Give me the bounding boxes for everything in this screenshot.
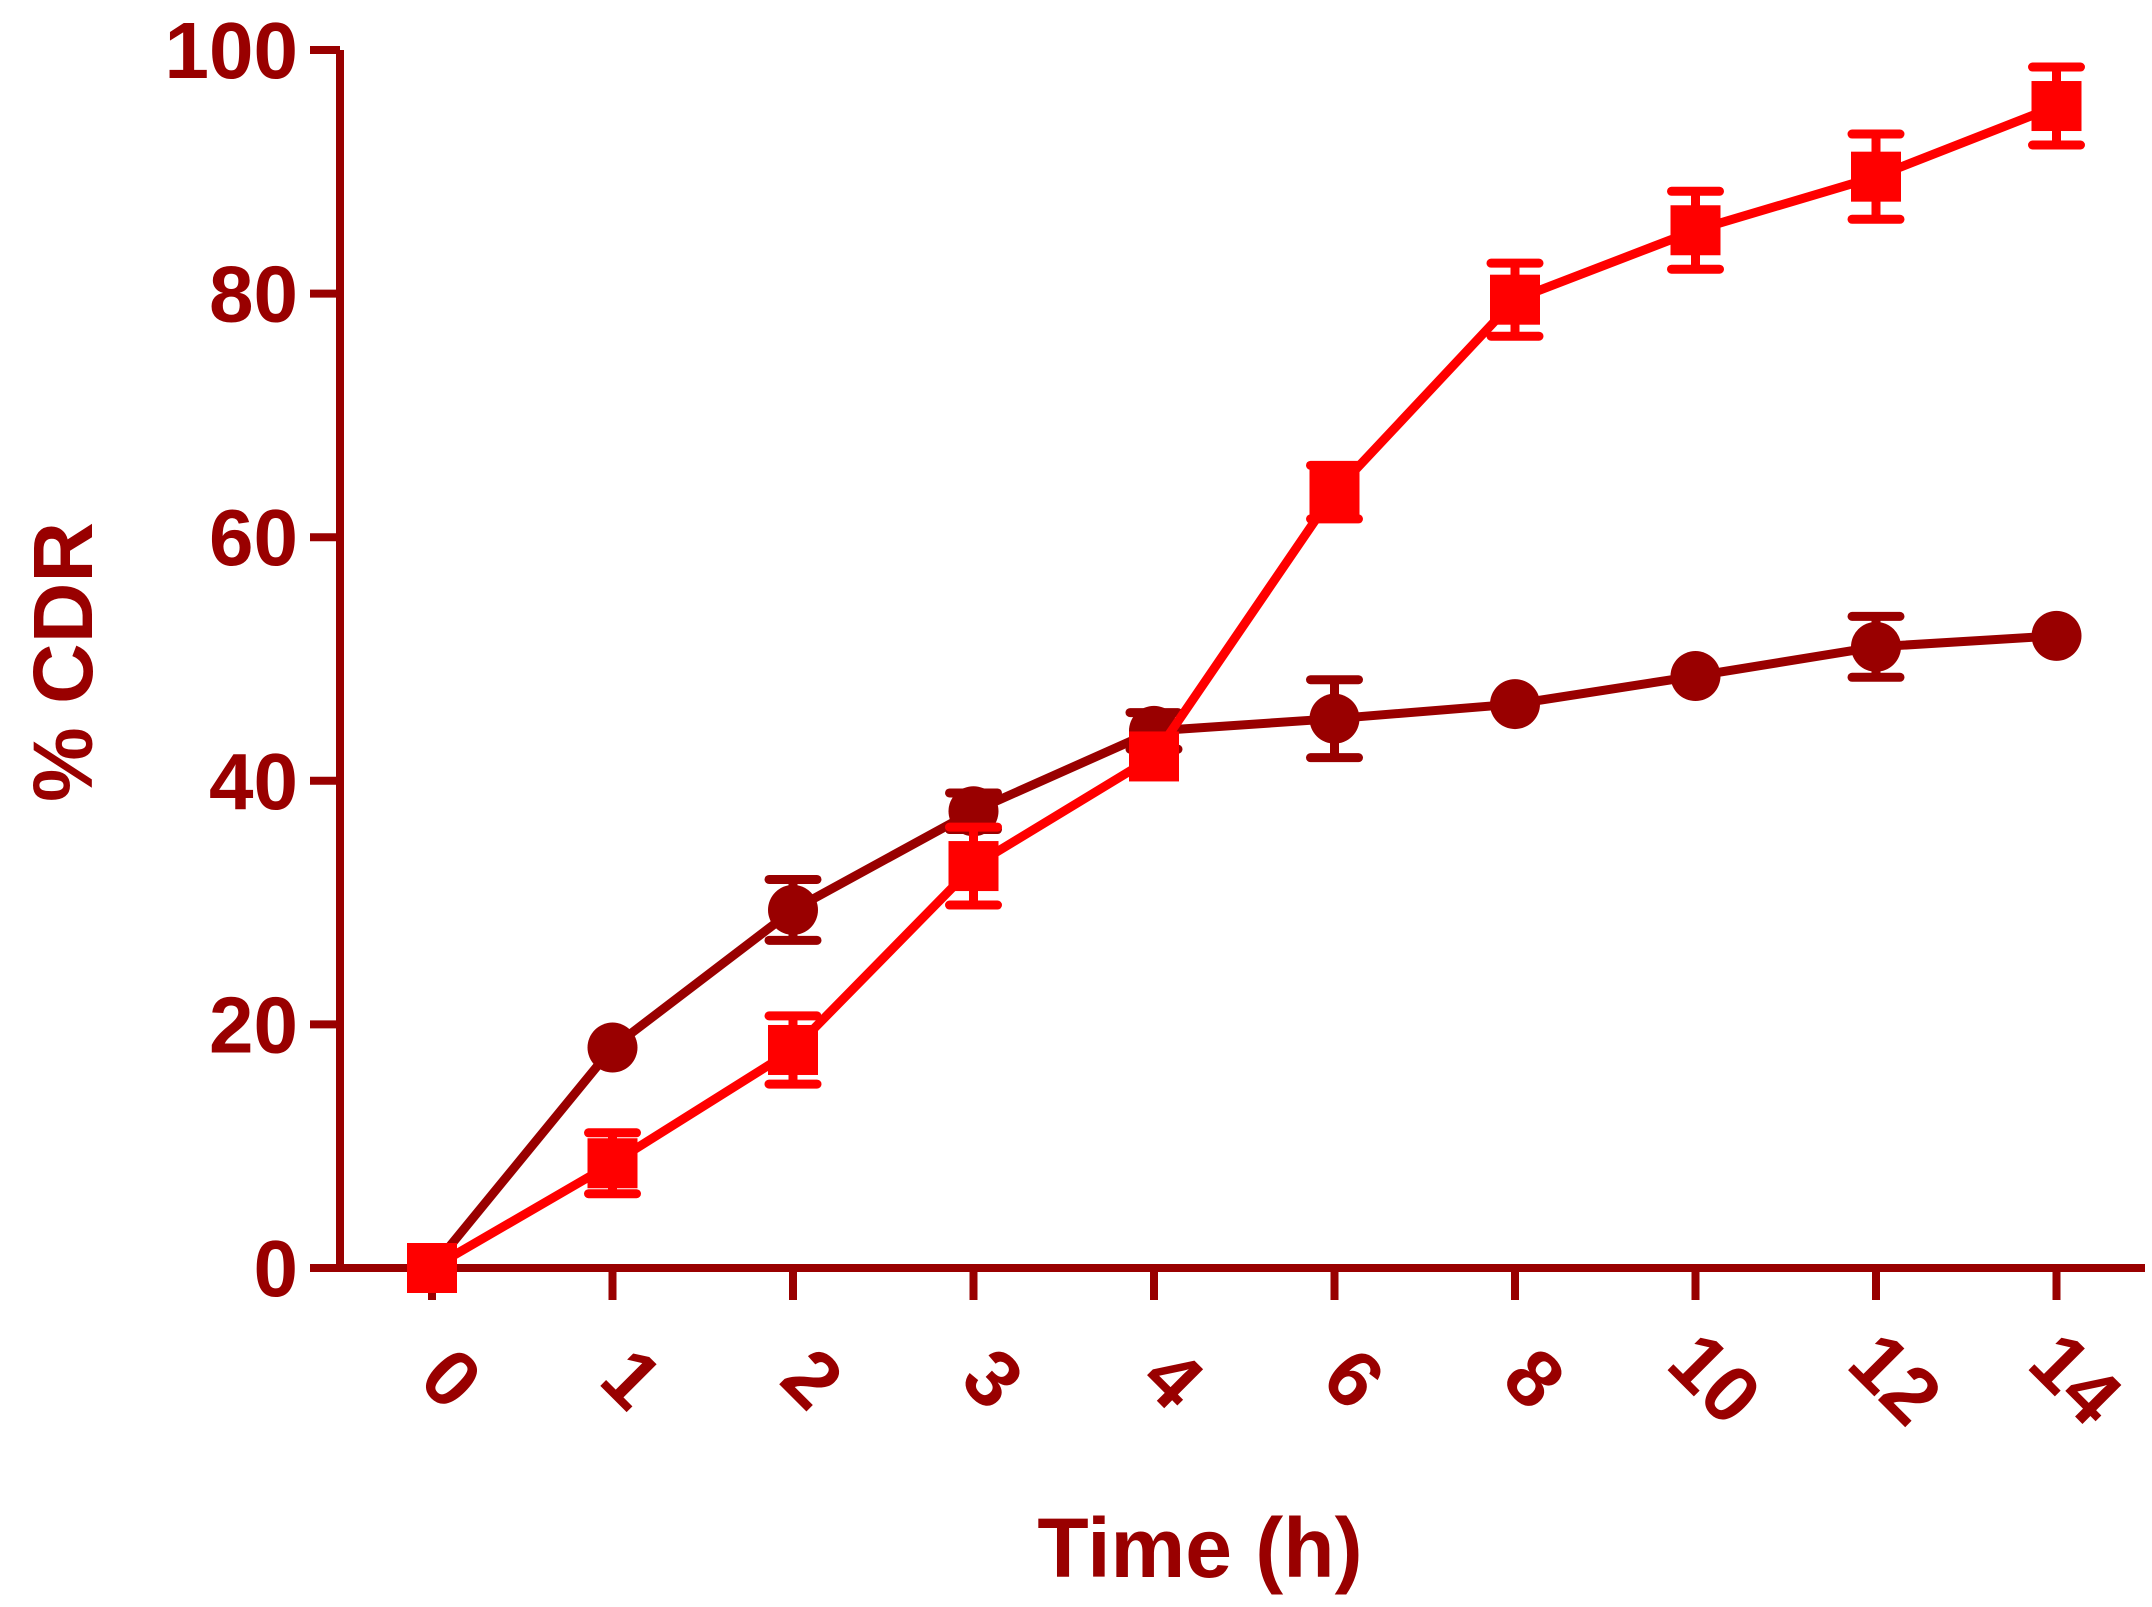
series-line <box>428 631 2057 1271</box>
data-point-square <box>1851 151 1901 202</box>
x-tick-label: 10 <box>1652 1316 1778 1442</box>
y-tick-label: 40 <box>209 737 298 826</box>
data-point-square <box>768 1024 818 1075</box>
data-point-square <box>1309 467 1360 518</box>
x-tick-label: 1 <box>585 1331 679 1425</box>
x-tick-label: 8 <box>1487 1331 1581 1425</box>
series <box>407 62 2085 1293</box>
data-point-circle <box>768 884 818 935</box>
data-point-circle <box>2031 610 2082 661</box>
series-circle <box>407 610 2082 1293</box>
data-point-square <box>1129 731 1179 782</box>
data-point-square <box>587 1138 638 1189</box>
data-point-square <box>1490 274 1540 325</box>
data-point-square <box>407 1243 457 1293</box>
data-point-circle <box>1670 651 1721 702</box>
y-tick-label: 0 <box>254 1224 299 1313</box>
y-axis-label: % CDR <box>16 522 110 802</box>
x-tick-label: 14 <box>2013 1316 2139 1442</box>
x-axis-label: Time (h) <box>1037 1501 1362 1595</box>
series-square <box>407 62 2085 1293</box>
data-point-square <box>2031 81 2082 132</box>
y-tick-label: 80 <box>209 250 298 339</box>
data-point-circle <box>1309 693 1360 744</box>
x-tick-label: 3 <box>946 1331 1040 1425</box>
x-tick-label: 12 <box>1833 1316 1959 1442</box>
data-point-circle <box>1490 679 1540 730</box>
data-point-square <box>948 841 999 892</box>
x-tick-label: 0 <box>404 1331 498 1425</box>
x-tick-label: 4 <box>1126 1331 1221 1426</box>
data-point-square <box>1670 205 1721 256</box>
data-point-circle <box>1851 621 1901 672</box>
x-tick-label: 2 <box>765 1331 859 1425</box>
series-line <box>429 101 2059 1272</box>
x-tick-label: 6 <box>1307 1331 1401 1425</box>
data-point-circle <box>587 1022 638 1073</box>
y-tick-label: 100 <box>165 6 298 95</box>
y-tick-label: 60 <box>209 493 298 582</box>
y-tick-label: 20 <box>209 980 298 1069</box>
